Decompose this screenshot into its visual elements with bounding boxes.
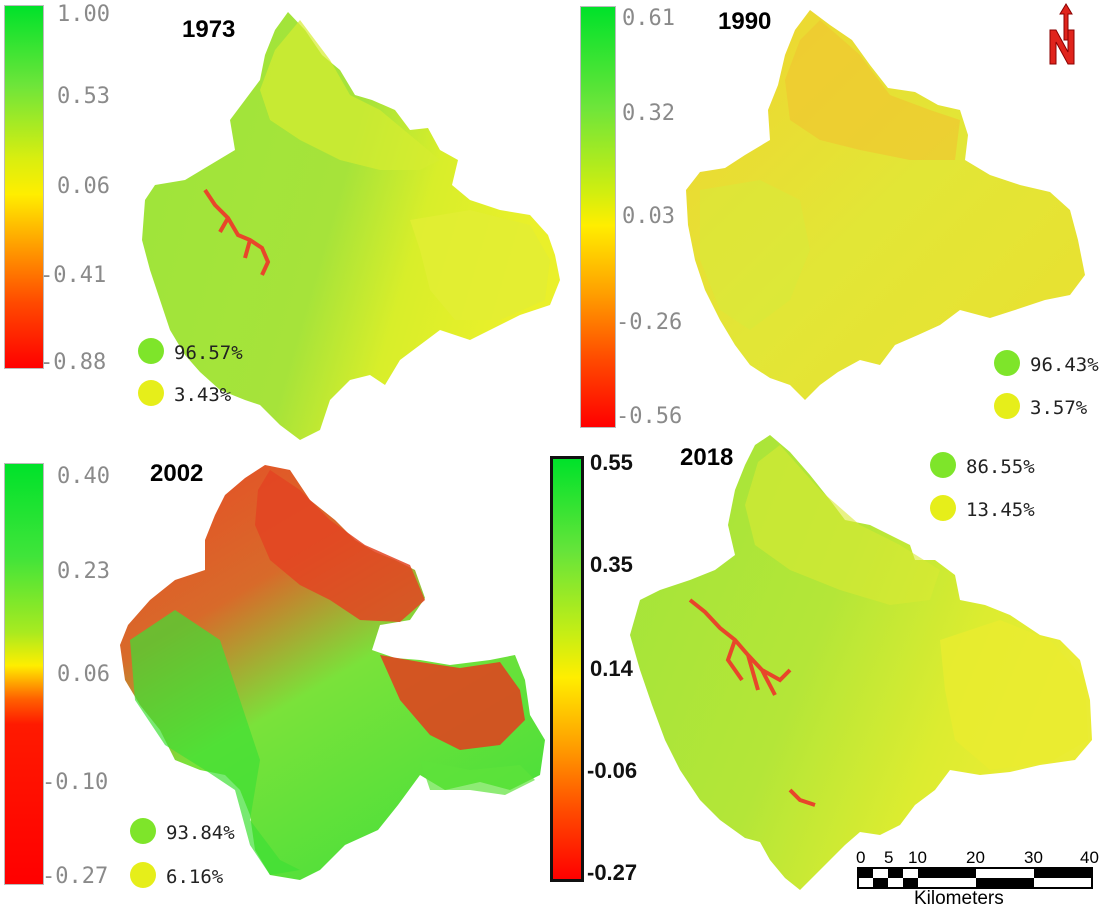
year-title-2002: 2002 [150,460,204,487]
legend-label: 13.45% [966,499,1035,521]
legend-label: 3.43% [174,384,232,406]
scale-tick-label: 5 [884,848,894,867]
legend-label: 96.57% [174,342,243,364]
legend-swatch [138,380,164,406]
legend-label: 96.43% [1030,354,1099,376]
tick-label: 0.55 [590,450,633,475]
tick-label: 0.03 [622,204,675,229]
legend-swatch [994,393,1020,419]
year-title-2018: 2018 [680,444,734,471]
year-title-1973: 1973 [182,16,236,43]
tick-label: -0.88 [40,350,107,375]
north-arrow-icon [1049,3,1075,65]
map-region-1973 [142,12,560,440]
scale-unit-label: Kilometers [914,888,1004,909]
tick-label: -0.27 [587,860,638,885]
tick-label: 0.35 [590,552,633,577]
tick-label: 0.32 [622,101,675,126]
tick-label: -0.26 [616,310,683,335]
scale-tick-label: 10 [908,848,927,867]
map-region-2002 [120,465,545,880]
scale-bar [857,867,1093,889]
tick-label: 0.40 [57,464,110,489]
year-title-1990: 1990 [718,8,772,35]
tick-label: 1.00 [57,2,110,27]
legend-label: 86.55% [966,456,1035,478]
map-region-1990 [686,10,1085,400]
tick-label: 0.61 [622,6,675,31]
legend-label: 3.57% [1030,397,1088,419]
tick-label: 0.06 [57,174,110,199]
tick-label: -0.27 [42,864,109,889]
tick-label: 0.23 [57,559,110,584]
legend-swatch [930,495,956,521]
colorbar-2018 [550,456,584,882]
tick-label: -0.56 [616,404,683,429]
legend-label: 6.16% [166,866,224,888]
scale-tick-label: 0 [856,848,866,867]
legend-swatch [994,350,1020,376]
tick-label: -0.10 [42,770,109,795]
legend-swatch [138,338,164,364]
legend-swatch [930,452,956,478]
colorbar-1990 [580,6,616,428]
tick-label: -0.41 [40,263,107,288]
tick-label: -0.06 [587,758,638,783]
legend-swatch [130,818,156,844]
legend-label: 93.84% [166,822,235,844]
tick-label: 0.06 [57,662,110,687]
colorbar-1973 [4,5,44,369]
legend-swatch [130,862,156,888]
tick-label: 0.53 [57,84,110,109]
tick-label: 0.14 [590,656,633,681]
scale-tick-label: 30 [1024,848,1043,867]
colorbar-2002 [4,463,44,885]
scale-tick-label: 20 [966,848,985,867]
scale-tick-label: 40 [1080,848,1099,867]
